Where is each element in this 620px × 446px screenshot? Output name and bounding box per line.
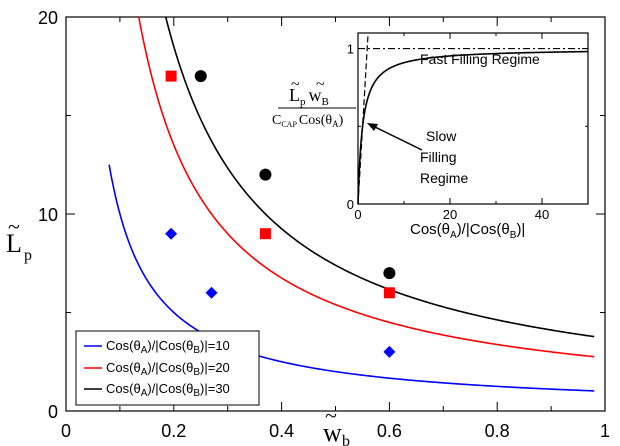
inset-x-tick-label: 40	[535, 207, 549, 222]
inset-plot: 0 20 40 0 1 Fast Filling Regime Slow Filling…	[272, 32, 589, 241]
inset-x-tick-label: 20	[443, 207, 457, 222]
inset-y-label-den: CCAP Cos(θA)	[272, 113, 344, 129]
y-tick-label: 10	[38, 205, 58, 225]
inset-y-label-tilde-w: ~	[316, 76, 325, 93]
x-tick-label: 0	[61, 421, 71, 441]
series-line-1	[108, 164, 595, 392]
x-tick-label: 0.2	[161, 421, 186, 441]
main-curves	[108, 16, 595, 392]
inset-frame	[357, 32, 589, 205]
main-markers	[165, 70, 396, 358]
y-axis-label-symbol: L	[6, 229, 22, 258]
data-point-diamond	[165, 227, 178, 240]
x-tick-label: 0.8	[485, 421, 510, 441]
legend-box	[75, 330, 260, 406]
data-point-diamond	[383, 345, 396, 358]
y-axis-label-tilde: ~	[8, 214, 20, 239]
x-axis-label-symbol: w	[323, 418, 342, 446]
inset-y-tick-label: 0	[347, 197, 354, 212]
x-axis-label: w ~ b	[323, 403, 350, 446]
inset-fast-label: Fast Filling Regime	[420, 51, 540, 67]
series-line-3	[164, 16, 595, 338]
inset-saturation-curve	[357, 50, 589, 204]
inset-x-tick-label: 0	[354, 207, 361, 222]
x-axis-label-sub: b	[342, 433, 350, 446]
x-axis-label-tilde: ~	[325, 403, 337, 428]
inset-arrow-line	[372, 125, 423, 151]
x-tick-label: 1	[600, 421, 610, 441]
x-tick-label: 0.4	[269, 421, 294, 441]
data-point-square	[259, 228, 271, 240]
inset-slow-label-2: Filling	[420, 149, 457, 165]
inset-y-label: Lp wB ~ ~ CCAP Cos(θA)	[272, 76, 356, 129]
inset-ticks: 0 20 40 0 1	[347, 33, 588, 222]
legend: Cos(θA)/|Cos(θB)|=10 Cos(θA)/|Cos(θB)|=2…	[75, 330, 260, 406]
legend-label-10: Cos(θA)/|Cos(θB)|=10	[106, 338, 230, 356]
data-point-diamond	[205, 286, 218, 299]
data-point-circle	[259, 168, 272, 181]
series-line-2	[137, 16, 595, 358]
y-tick-label: 0	[48, 402, 58, 422]
inset-y-tick-label: 1	[347, 42, 354, 57]
inset-arrow-head	[367, 123, 378, 131]
legend-label-20: Cos(θA)/|Cos(θB)|=20	[106, 360, 230, 378]
y-axis-label: L ~ p	[6, 214, 32, 264]
y-tick-label: 20	[38, 8, 58, 28]
inset-y-label-tilde-l: ~	[291, 76, 300, 93]
inset-x-label: Cos(θA)/|Cos(θB)|	[410, 221, 525, 241]
inset-slow-label-3: Regime	[420, 170, 468, 186]
x-tick-label: 0.6	[377, 421, 402, 441]
inset-slow-label-1: Slow	[426, 128, 457, 144]
inset-curves	[357, 32, 589, 205]
data-point-circle	[383, 267, 396, 280]
data-point-square	[165, 70, 177, 82]
y-axis-label-sub: p	[24, 247, 32, 264]
data-point-square	[383, 287, 395, 299]
legend-label-30: Cos(θA)/|Cos(θB)|=30	[106, 381, 230, 399]
data-point-circle	[194, 70, 207, 83]
inset-y-label-num-L: Lp wB	[289, 85, 329, 108]
